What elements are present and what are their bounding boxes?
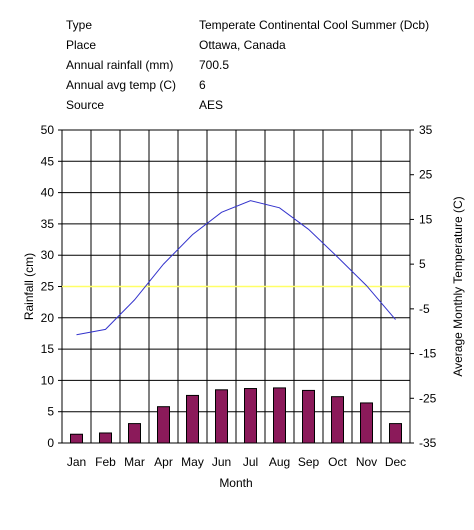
y2-tick-label: 5 [419, 257, 426, 271]
info-value: 6 [199, 78, 206, 92]
y2-tick-label: -15 [419, 347, 437, 361]
x-tick-label: Mar [124, 455, 145, 469]
y-tick-label: 5 [47, 405, 54, 419]
rainfall-bar [302, 389, 315, 444]
climate-info-table: Type Temperate Continental Cool Summer (D… [66, 15, 429, 115]
x-tick-label: Jun [212, 455, 231, 469]
x-tick-label: Nov [356, 455, 377, 469]
info-label: Annual rainfall (mm) [66, 58, 174, 72]
y-tick-label: 10 [41, 373, 55, 387]
x-tick-label: Dec [385, 455, 406, 469]
y-tick-label: 50 [41, 123, 55, 137]
y2-tick-label: 25 [419, 168, 433, 182]
y-axis-title: Rainfall (cm) [22, 253, 36, 320]
info-label: Annual avg temp (C) [66, 78, 177, 92]
rainfall-bar [389, 423, 402, 444]
rainfall-bar [128, 423, 141, 444]
y-tick-label: 25 [41, 280, 55, 294]
info-value: AES [199, 98, 224, 112]
x-tick-label: May [181, 455, 204, 469]
info-row-source: Source AES [66, 95, 429, 115]
y2-tick-label: 35 [419, 123, 433, 137]
info-row-place: Place Ottawa, Canada [66, 35, 429, 55]
x-axis-title: Month [219, 476, 252, 490]
info-label: Source [66, 98, 105, 112]
x-tick-label: Oct [328, 455, 347, 469]
rainfall-bar [99, 432, 112, 444]
rainfall-bar [186, 394, 199, 444]
rainfall-bar [244, 388, 257, 444]
y-tick-label: 0 [47, 436, 54, 450]
y-tick-label: 30 [41, 248, 55, 262]
x-tick-label: Sep [298, 455, 320, 469]
info-label: Place [66, 38, 97, 52]
y2-tick-label: -35 [419, 436, 437, 450]
temperature-line [76, 200, 396, 336]
x-tick-label: Jul [243, 455, 258, 469]
x-tick-label: Aug [269, 455, 290, 469]
rainfall-bar [157, 406, 170, 444]
rainfall-bar [70, 433, 83, 444]
y-tick-label: 35 [41, 217, 55, 231]
info-row-rainfall: Annual rainfall (mm) 700.5 [66, 55, 429, 75]
rainfall-bar [273, 387, 286, 444]
y-tick-label: 40 [41, 186, 55, 200]
info-value: 700.5 [199, 58, 230, 72]
rainfall-bar [215, 389, 228, 444]
rainfall-bar [331, 396, 344, 444]
y-tick-label: 15 [41, 342, 55, 356]
info-value: Ottawa, Canada [199, 38, 286, 52]
x-tick-label: Apr [154, 455, 173, 469]
info-row-type: Type Temperate Continental Cool Summer (D… [66, 15, 429, 35]
y2-tick-label: -5 [419, 302, 430, 316]
y2-tick-label: 15 [419, 212, 433, 226]
x-tick-label: Jan [67, 455, 86, 469]
y2-axis-title: Average Monthly Temperature (C) [451, 196, 465, 376]
y-tick-label: 20 [41, 311, 55, 325]
y2-tick-label: -25 [419, 391, 437, 405]
rainfall-bar [360, 402, 373, 444]
info-label: Type [66, 18, 93, 32]
y-tick-label: 45 [41, 154, 55, 168]
x-tick-label: Feb [95, 455, 116, 469]
info-value: Temperate Continental Cool Summer (Dcb) [199, 18, 430, 32]
info-row-temp: Annual avg temp (C) 6 [66, 75, 429, 95]
